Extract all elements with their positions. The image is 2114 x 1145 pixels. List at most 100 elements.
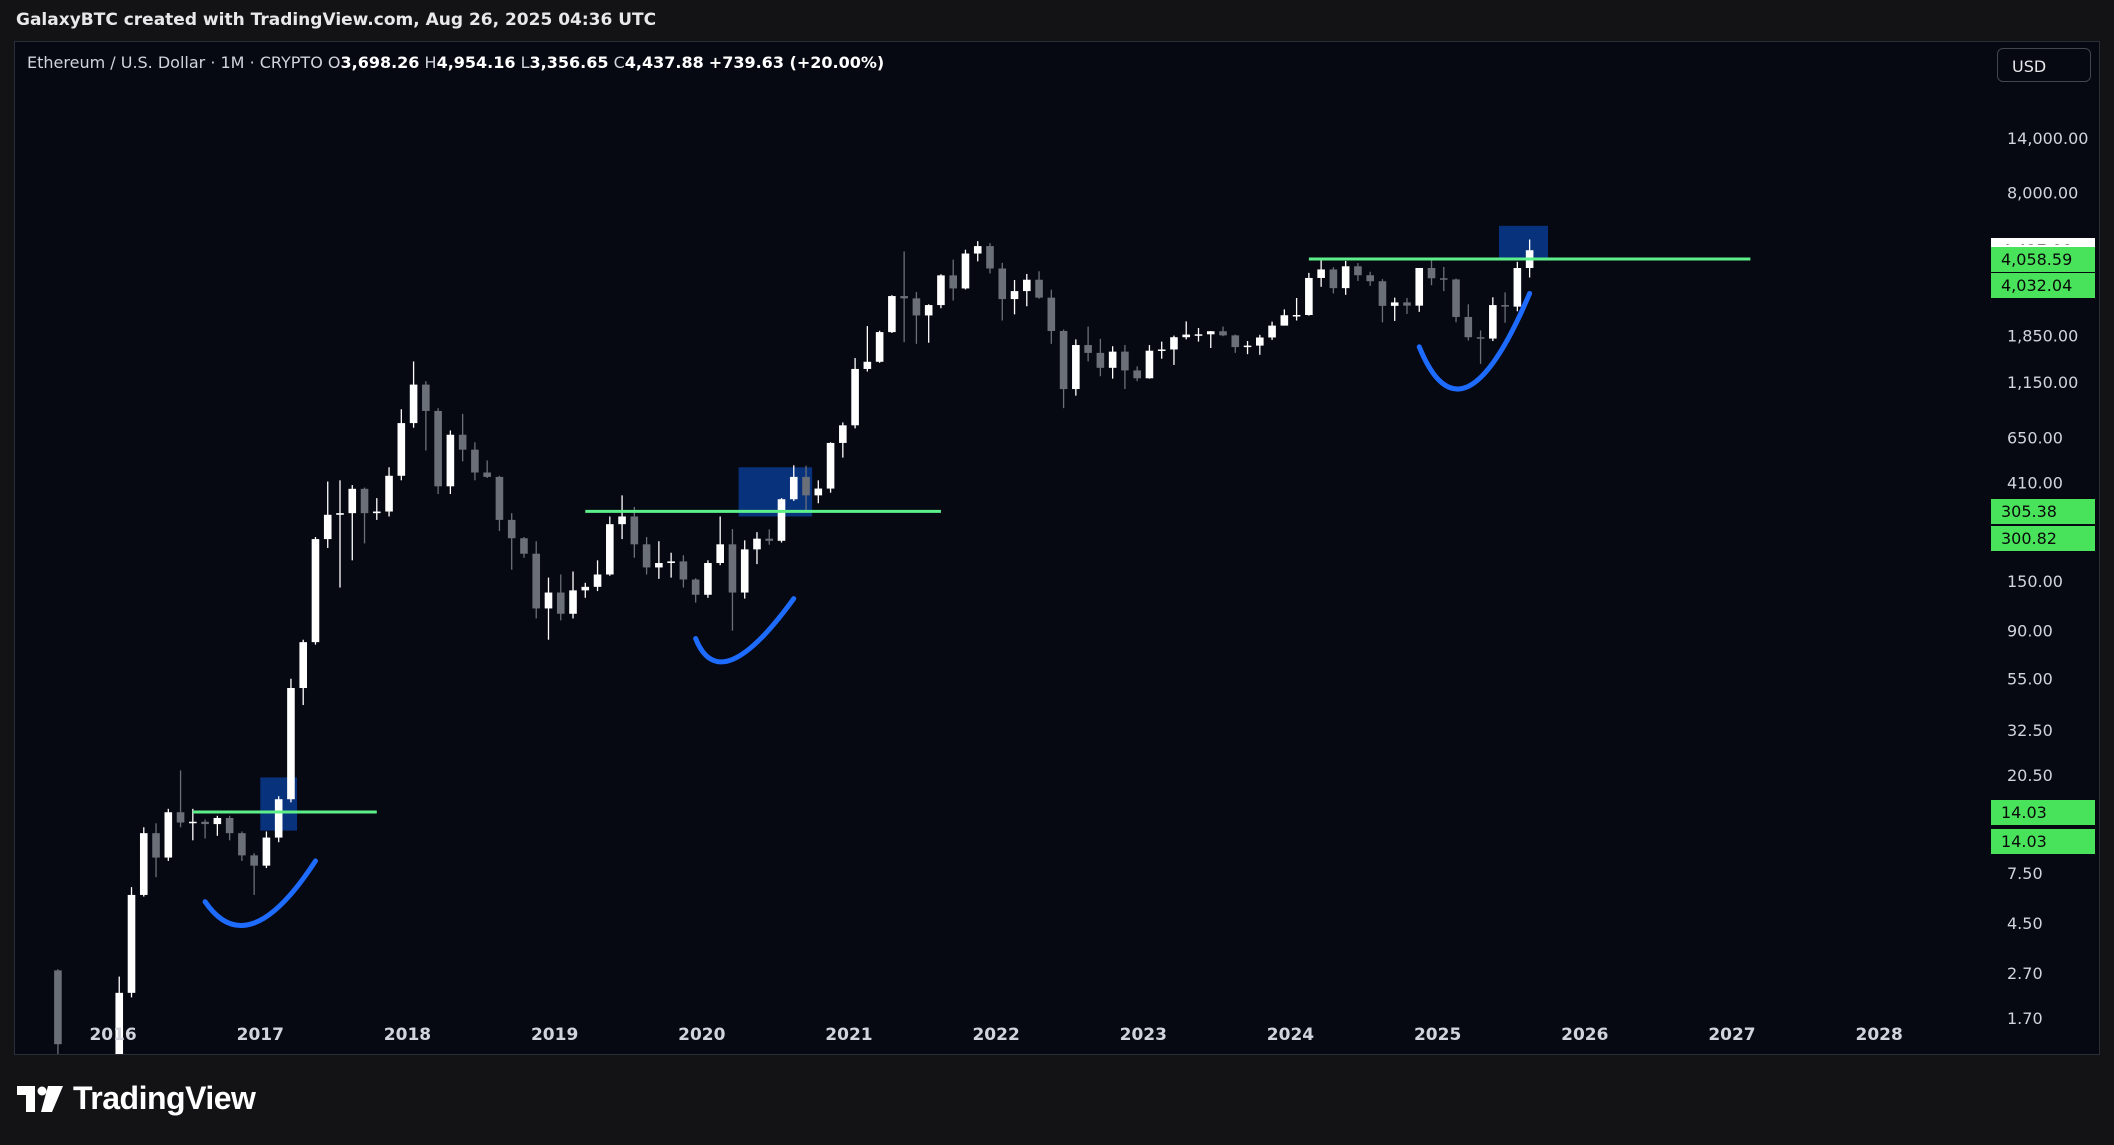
candle-body	[1489, 305, 1497, 339]
candle-2022-02	[1010, 280, 1019, 315]
time-axis: 2016 2017 2018 2019 2020 2021 2022 2023 2024 2025…	[89, 1025, 1902, 1045]
candle-body	[691, 579, 700, 595]
candle-2021-05	[900, 251, 908, 343]
candle-2017-02	[274, 796, 283, 843]
candle-body	[1501, 305, 1509, 307]
high-label: H	[424, 53, 437, 72]
candle-body	[1513, 268, 1522, 307]
candle-2020-03	[728, 529, 737, 631]
x-tick-2026: 2026	[1561, 1025, 1608, 1045]
candle-body	[630, 516, 639, 545]
candle-2024-10	[1403, 298, 1411, 314]
candle-body	[1292, 315, 1301, 317]
candle-2021-07	[924, 304, 933, 343]
candle-body	[311, 539, 320, 643]
candle-2024-01	[1292, 298, 1301, 321]
x-tick-2018: 2018	[384, 1025, 431, 1045]
cup-curves	[202, 290, 1533, 928]
candle-body	[1317, 269, 1325, 278]
candle-2025-04	[1476, 330, 1485, 364]
candle-body	[924, 305, 933, 316]
candle-body	[716, 544, 724, 564]
candle-body	[1366, 275, 1374, 282]
candle-body	[189, 821, 197, 824]
candle-2021-03	[875, 330, 884, 363]
candle-2016-03	[139, 827, 148, 897]
candle-2019-12	[691, 578, 700, 603]
candle-2019-03	[581, 582, 590, 598]
candle-2020-08	[789, 465, 798, 501]
chart-pane[interactable]: 14,000.008,000.004,000.001,850.001,150.0…	[14, 41, 2100, 1055]
y-tick-16: 1.70	[2007, 1009, 2043, 1028]
candle-body	[1059, 330, 1068, 390]
candle-2016-11	[238, 831, 246, 861]
y-tick-10: 55.00	[2007, 670, 2053, 689]
candle-2017-09	[360, 487, 369, 544]
candle-body	[1415, 267, 1424, 306]
candle-body	[1121, 351, 1129, 371]
breakout-box-3	[1498, 225, 1549, 259]
candle-body	[1072, 345, 1080, 390]
price-tag-3: 4,058.59	[1991, 246, 2095, 272]
candle-2022-11	[1121, 345, 1129, 390]
candle-2022-08	[1084, 326, 1092, 362]
candle-body	[372, 511, 381, 514]
candle-body	[1219, 331, 1227, 336]
candle-body	[115, 992, 124, 1054]
candle-body	[912, 298, 921, 316]
x-tick-2023: 2023	[1120, 1025, 1167, 1045]
candle-body	[777, 499, 786, 541]
candle-body	[54, 970, 62, 1045]
candle-body	[250, 855, 258, 866]
candle-body	[556, 592, 565, 614]
candle-body	[1108, 351, 1117, 368]
candle-2022-01	[998, 262, 1007, 321]
candle-2020-09	[802, 465, 810, 511]
candle-body	[1427, 267, 1436, 279]
candlestick-chart[interactable]: 14,000.008,000.004,000.001,850.001,150.0…	[15, 42, 2099, 1054]
currency-button[interactable]: USD	[1997, 48, 2091, 82]
candle-2021-01	[851, 358, 859, 429]
candle-body	[1047, 297, 1056, 331]
candle-2020-06	[765, 529, 774, 545]
candle-body	[176, 812, 185, 823]
tradingview-logo[interactable]: TradingView	[17, 1080, 256, 1117]
x-tick-2016: 2016	[89, 1025, 136, 1045]
candle-body	[1354, 266, 1362, 276]
candle-body	[1170, 337, 1178, 350]
y-tick-14: 4.50	[2007, 914, 2043, 933]
candle-body	[1182, 334, 1191, 338]
candle-2016-07	[189, 808, 197, 841]
cup-curve-1	[202, 858, 318, 928]
price-tag-7: 14.03	[1991, 800, 2095, 826]
candle-body	[1268, 325, 1276, 338]
tradingview-logo-icon	[17, 1085, 63, 1112]
candle-2023-01	[1145, 345, 1154, 379]
candle-2016-08	[201, 819, 209, 839]
y-tick-9: 90.00	[2007, 622, 2053, 641]
candle-2024-06	[1354, 263, 1362, 281]
candle-2017-07	[336, 480, 344, 588]
candle-2025-02	[1452, 278, 1460, 323]
candle-body	[544, 592, 553, 609]
candle-body	[507, 519, 516, 539]
low-label: L	[520, 53, 530, 72]
candle-body	[422, 384, 430, 411]
candle-2025-01	[1439, 266, 1448, 292]
candle-2017-10	[372, 498, 381, 520]
open-label: O	[327, 53, 341, 72]
candle-2021-10	[961, 249, 970, 290]
candle-body	[238, 833, 246, 856]
candle-2016-12	[250, 853, 258, 895]
candle-2018-12	[544, 577, 553, 640]
candle-body	[679, 561, 688, 580]
candle-body	[471, 449, 479, 473]
candle-2023-12	[1280, 309, 1289, 326]
price-tag-8: 14.03	[1991, 829, 2095, 855]
candle-2020-02	[716, 516, 724, 566]
candle-body	[164, 812, 173, 858]
candle-body	[900, 296, 908, 299]
y-tick-13: 7.50	[2007, 864, 2043, 883]
candle-body	[851, 368, 859, 426]
candle-body	[655, 563, 663, 568]
